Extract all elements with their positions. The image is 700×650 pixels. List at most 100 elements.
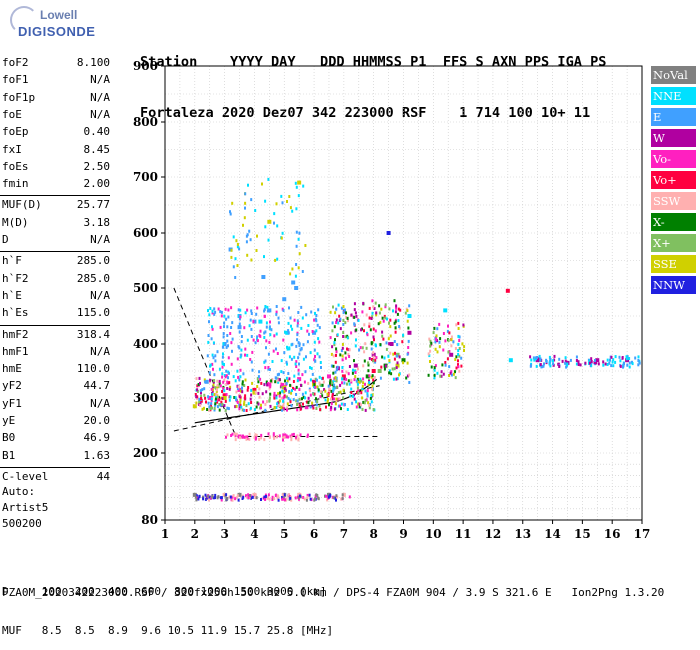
echo-texture: [269, 333, 272, 337]
echo-texture: [216, 405, 219, 409]
echo-texture: [333, 343, 336, 347]
echo-texture: [259, 377, 262, 381]
echo-texture: [357, 389, 360, 393]
echo-texture: [308, 387, 311, 391]
echo-texture: [566, 362, 569, 366]
echo-texture: [326, 498, 329, 502]
echo-texture: [216, 350, 219, 354]
param-value: 1.63: [83, 448, 111, 462]
echo-texture: [366, 392, 369, 396]
echo-texture: [371, 387, 374, 391]
echo-texture: [331, 393, 334, 397]
echo-texture: [296, 408, 299, 412]
echo-texture: [258, 395, 261, 399]
echo-texture: [245, 494, 247, 498]
echo-texture: [538, 356, 541, 360]
echo-texture: [558, 365, 561, 368]
echo-texture: [612, 358, 615, 362]
param-name: yF1: [2, 396, 22, 410]
echo-texture: [335, 385, 338, 389]
echo-texture: [329, 310, 332, 314]
echo-texture: [382, 337, 385, 341]
echo-texture: [329, 379, 332, 383]
echo-texture: [374, 358, 377, 362]
echo-texture: [296, 333, 299, 337]
echo-texture: [386, 317, 388, 321]
echo-texture: [296, 403, 299, 406]
echo-texture: [347, 319, 349, 323]
echo-texture: [297, 372, 300, 376]
echo-texture: [254, 209, 257, 212]
echo-texture: [532, 356, 535, 360]
echo-texture: [220, 310, 223, 314]
echo-texture: [242, 223, 244, 227]
echo-texture: [223, 314, 226, 318]
echo-texture: [368, 406, 371, 410]
legend-item: W: [651, 129, 696, 147]
data-point: [237, 387, 242, 392]
echo-texture: [298, 252, 301, 256]
echo-texture: [618, 355, 621, 359]
echo-texture: [319, 361, 322, 364]
echo-texture: [452, 372, 455, 376]
echo-texture: [222, 342, 225, 346]
legend-item: Vo+: [651, 171, 696, 189]
echo-texture: [371, 384, 374, 388]
echo-texture: [628, 361, 631, 365]
echo-texture: [357, 319, 360, 322]
x-tick-label: 16: [604, 527, 621, 541]
param-value: 285.0: [76, 254, 110, 268]
echo-texture: [295, 393, 298, 396]
echo-texture: [264, 498, 267, 501]
echo-texture: [429, 360, 431, 363]
echo-texture: [231, 337, 234, 341]
echo-texture: [242, 495, 245, 499]
echo-texture: [392, 309, 394, 313]
echo-texture: [398, 355, 401, 359]
echo-texture: [304, 396, 306, 400]
echo-texture: [255, 433, 258, 437]
y-tick-label: 400: [133, 337, 158, 351]
echo-texture: [282, 438, 284, 442]
echo-texture: [407, 326, 410, 330]
echo-texture: [367, 363, 370, 367]
echo-texture: [197, 383, 200, 386]
echo-texture: [246, 353, 249, 357]
echo-texture: [254, 496, 257, 500]
echo-texture: [622, 365, 624, 369]
echo-texture: [209, 307, 212, 310]
param-value: 8.100: [76, 56, 110, 69]
echo-texture: [454, 358, 457, 361]
echo-texture: [295, 360, 298, 364]
echo-texture: [357, 402, 360, 406]
echo-texture: [276, 352, 279, 355]
echo-texture: [311, 404, 314, 408]
autoscale-info: Auto: Artist5 500200: [2, 484, 48, 532]
echo-texture: [238, 322, 241, 326]
echo-texture: [220, 498, 223, 502]
echo-texture: [345, 315, 348, 319]
echo-texture: [298, 362, 300, 366]
echo-texture: [360, 379, 363, 383]
echo-texture: [272, 349, 275, 353]
artist-version: Artist5: [2, 501, 49, 514]
echo-texture: [296, 324, 299, 328]
echo-texture: [316, 352, 319, 356]
echo-texture: [239, 404, 242, 408]
echo-texture: [286, 200, 288, 203]
echo-texture: [341, 354, 344, 358]
legend-item: X-: [651, 213, 696, 231]
echo-texture: [273, 406, 276, 410]
echo-texture: [637, 359, 640, 362]
echo-texture: [452, 340, 455, 344]
echo-texture: [429, 339, 432, 343]
echo-texture: [211, 494, 214, 498]
echo-texture: [232, 375, 235, 379]
param-row: foEs 2.50: [2, 160, 110, 176]
echo-texture: [341, 346, 344, 350]
data-point: [207, 495, 212, 500]
echo-texture: [213, 373, 216, 377]
echo-texture: [208, 320, 210, 324]
echo-texture: [345, 370, 348, 374]
echo-texture: [228, 398, 231, 402]
